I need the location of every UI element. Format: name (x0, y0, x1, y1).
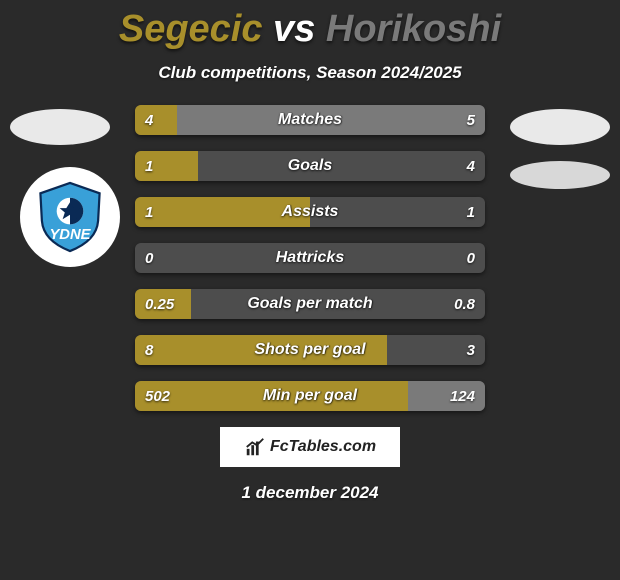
stat-row: 0.250.8Goals per match (135, 289, 485, 319)
shield-icon: YDNE (33, 180, 107, 254)
stat-row: 502124Min per goal (135, 381, 485, 411)
player-photo-left (10, 109, 110, 145)
title-left: Segecic (119, 8, 263, 50)
comparison-area: YDNE 45Matches 14Goals 11Assists 0 0Hattrick… (0, 105, 620, 503)
stat-bar-left (135, 289, 191, 319)
date-caption: 1 december 2024 (0, 483, 620, 503)
player-photo-right-secondary (510, 161, 610, 189)
stat-value-right: 0 (467, 243, 475, 273)
brand-attribution: FcTables.com (220, 427, 400, 467)
stat-row: 11Assists (135, 197, 485, 227)
stat-value-right: 4 (467, 151, 475, 181)
stat-bar-left (135, 381, 408, 411)
stat-bar-left (135, 197, 310, 227)
stat-bar-left (135, 335, 387, 365)
player-photo-right (510, 109, 610, 145)
stat-value-left: 0 (145, 243, 153, 273)
stat-bar-left (135, 151, 198, 181)
stat-value-right: 3 (467, 335, 475, 365)
chart-icon (244, 436, 266, 458)
stat-row: 0 0Hattricks (135, 243, 485, 273)
stat-value-right: 1 (467, 197, 475, 227)
stat-row: 83Shots per goal (135, 335, 485, 365)
stat-row: 45Matches (135, 105, 485, 135)
title-vs: vs (263, 8, 326, 50)
club-badge-text: YDNE (49, 227, 91, 243)
title-right: Horikoshi (326, 8, 501, 50)
stat-label: Hattricks (135, 243, 485, 273)
stat-value-right: 0.8 (454, 289, 475, 319)
comparison-title: Segecic vs Horikoshi (0, 0, 620, 51)
comparison-subtitle: Club competitions, Season 2024/2025 (0, 63, 620, 83)
stat-bars: 45Matches 14Goals 11Assists 0 0Hattricks 0.25… (135, 105, 485, 411)
stat-bar-right (408, 381, 485, 411)
stat-row: 14Goals (135, 151, 485, 181)
stat-bar-left (135, 105, 177, 135)
club-badge-left: YDNE (20, 167, 120, 267)
brand-text: FcTables.com (270, 438, 376, 456)
stat-bar-right (177, 105, 485, 135)
